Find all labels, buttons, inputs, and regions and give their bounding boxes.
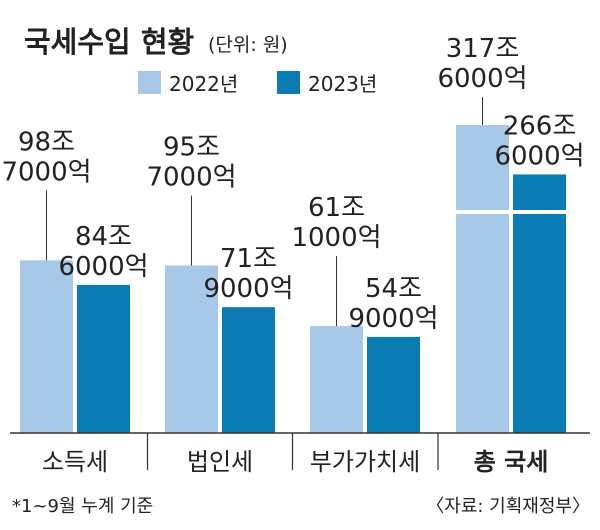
legend: 2022년 2023년 <box>138 71 377 96</box>
tick-label-2: 부가가치세 <box>310 448 420 476</box>
bars: 98조7000억84조6000억95조7000억71조9000억61조1000억… <box>1 34 585 433</box>
data-label-1-3-a: 266조 <box>503 111 577 141</box>
data-label-1-0-b: 6000억 <box>58 252 148 282</box>
x-axis-ticks: 소득세 법인세 부가가치세 총 국세 <box>42 433 548 476</box>
bar-0-0 <box>20 260 73 433</box>
legend-swatch-1 <box>277 71 300 94</box>
tick-label-0: 소득세 <box>42 448 108 476</box>
data-label-0-1-b: 7000억 <box>146 163 236 193</box>
axis-break-mark <box>452 210 570 214</box>
bar-1-0 <box>77 284 130 433</box>
data-label-0-0-b: 7000억 <box>1 157 91 187</box>
bar-0-1 <box>165 265 218 433</box>
data-label-1-3-b: 6000억 <box>494 141 584 171</box>
legend-label-1: 2023년 <box>308 72 377 96</box>
data-label-0-3-a: 317조 <box>446 34 520 64</box>
data-label-1-2-b: 9000억 <box>348 304 438 334</box>
data-label-1-1-a: 71조 <box>220 244 277 274</box>
source-note: 〈자료: 기획재정부〉 <box>426 496 590 517</box>
data-label-0-2-a: 61조 <box>308 193 365 223</box>
bar-1-3 <box>513 174 566 433</box>
data-label-1-1-b: 9000억 <box>203 274 293 304</box>
data-label-1-0-a: 84조 <box>75 222 132 252</box>
data-label-0-0-a: 98조 <box>18 127 75 157</box>
footnote: *1~9월 누계 기준 <box>12 496 153 517</box>
chart-unit: (단위: 원) <box>208 34 288 56</box>
bar-1-1 <box>222 307 275 433</box>
tick-label-1: 법인세 <box>187 448 253 476</box>
bar-1-2 <box>367 336 420 433</box>
data-label-1-2-a: 54조 <box>365 274 422 304</box>
legend-swatch-0 <box>138 71 161 94</box>
bar-0-3 <box>456 125 509 433</box>
data-label-0-1-a: 95조 <box>163 133 220 163</box>
data-label-0-3-b: 6000억 <box>437 64 527 94</box>
tick-label-3: 총 국세 <box>474 448 549 476</box>
data-label-0-2-b: 1000억 <box>291 223 381 253</box>
chart-title: 국세수입 현황 <box>24 25 194 59</box>
legend-label-0: 2022년 <box>169 72 238 96</box>
bar-0-2 <box>310 326 363 433</box>
